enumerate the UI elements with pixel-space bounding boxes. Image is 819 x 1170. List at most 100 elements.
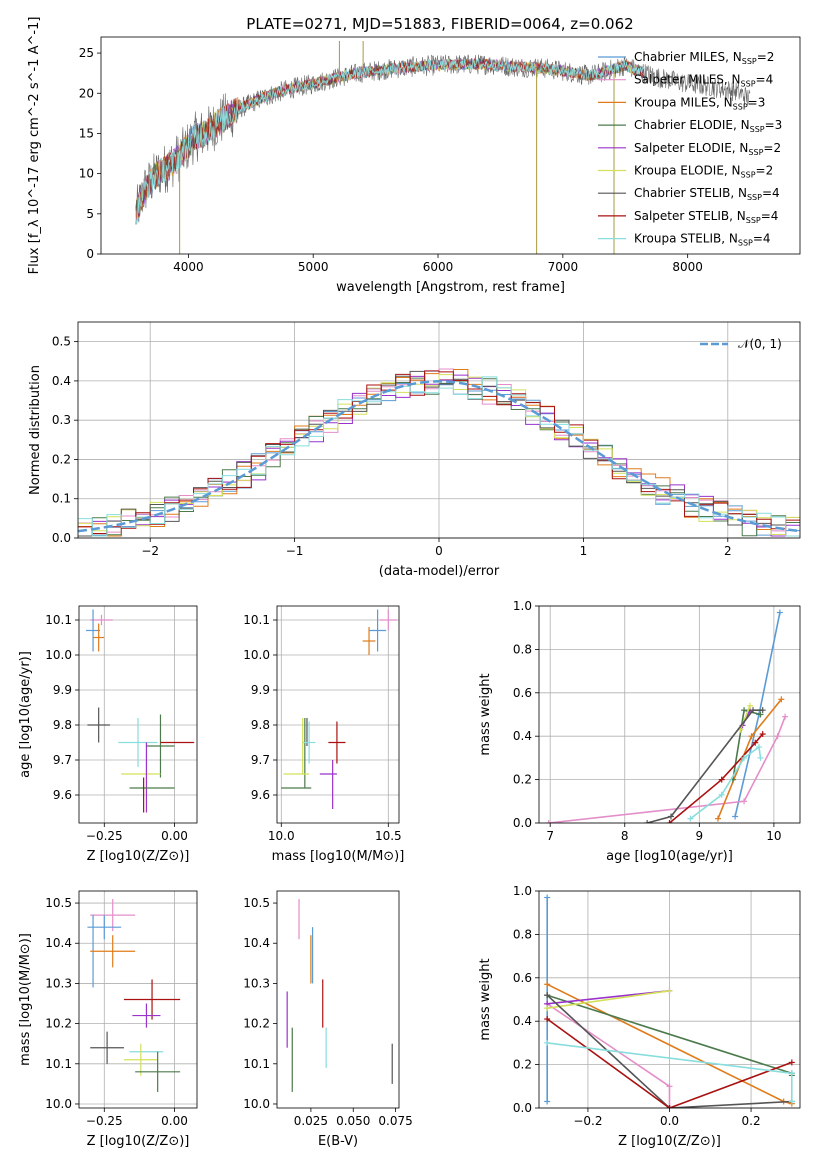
residual-histogram-6 <box>78 370 800 537</box>
y-tick-label: 10.0 <box>45 648 72 662</box>
y-tick-label: 10.1 <box>45 1057 72 1071</box>
x-tick-label: 6000 <box>423 260 454 274</box>
x-axis-label: Z [log10(Z/Z⊙)] <box>87 849 190 864</box>
age_vs_mass-panel: 10.0 10.5 9.6 9.7 9.8 9.9 10.0 10.1 mass [log10(… <box>243 605 405 864</box>
figure-title: PLATE=0271, MJD=51883, FIBERID=0064, z=0… <box>246 15 633 33</box>
x-axis-label: Z [log10(Z/Z⊙)] <box>87 1134 190 1149</box>
y-tick-label: 0.8 <box>513 642 532 656</box>
weight_vs_age-panel: 7 8 9 10 0.0 0.2 0.4 0.6 0.8 1.0 age [log10(age/yr… <box>478 599 801 864</box>
model-spectrum-1 <box>135 57 645 221</box>
y-tick-label: 9.6 <box>53 788 72 802</box>
y-axis-label: mass weight <box>478 958 493 1040</box>
legend-entry: Kroupa ELODIE, NSSP=2 <box>634 164 773 180</box>
y-tick-label: 10.5 <box>243 896 270 910</box>
y-tick-label: 0 <box>86 247 94 261</box>
x-tick-label: 4000 <box>173 260 204 274</box>
spectrum-panel: 4000 5000 6000 7000 8000 0 5 10 15 20 25 wavelength… <box>27 17 801 295</box>
y-tick-label: 0.6 <box>513 971 532 985</box>
y-axis-label: mass [log10(M/M⊙)] <box>18 933 33 1066</box>
x-tick-label: 10.0 <box>268 829 295 843</box>
weight-line-5 <box>547 990 670 1009</box>
x-tick-label: −0.25 <box>86 829 123 843</box>
y-tick-label: 0.0 <box>513 1101 532 1115</box>
x-tick-label: 0.00 <box>161 829 188 843</box>
legend-entry: Chabrier STELIB, NSSP=4 <box>634 186 780 202</box>
y-tick-label: 0.2 <box>513 1058 532 1072</box>
residual-histogram-7 <box>78 370 800 534</box>
weight-line-6 <box>646 709 763 823</box>
y-tick-label: 9.7 <box>53 753 72 767</box>
y-tick-label: 20 <box>79 86 94 100</box>
y-tick-label: 10.1 <box>243 1057 270 1071</box>
y-tick-label: 0.2 <box>52 452 71 466</box>
y-tick-label: 0.4 <box>513 1014 532 1028</box>
spectrum-plot-area <box>135 41 751 254</box>
y-tick-label: 9.9 <box>251 683 270 697</box>
axes-frame <box>276 605 400 824</box>
x-tick-label: 0.00 <box>161 1114 188 1128</box>
y-tick-label: 0.0 <box>52 531 71 545</box>
legend-entry: Salpeter MILES, NSSP=4 <box>634 73 773 89</box>
y-tick-label: 25 <box>79 46 94 60</box>
axes-frame <box>538 890 801 1109</box>
y-tick-label: 0.8 <box>513 927 532 941</box>
x-axis-label: mass [log10(M/M⊙)] <box>272 849 405 864</box>
y-tick-label: 10 <box>79 167 94 181</box>
axes-frame <box>77 321 801 539</box>
y-axis-label: mass weight <box>478 673 493 755</box>
y-tick-label: 9.6 <box>251 788 270 802</box>
y-tick-label: 10.4 <box>45 936 72 950</box>
legend-entry: 𝒩(0, 1) <box>738 337 782 351</box>
x-axis-label: (data-model)/error <box>379 564 500 579</box>
x-tick-label: 7000 <box>548 260 579 274</box>
x-tick-label: 0.075 <box>378 1114 412 1128</box>
model-spectrum-2 <box>135 58 645 218</box>
x-tick-label: 10.5 <box>375 829 402 843</box>
mass_vs_ebv-plot-area <box>286 899 393 1092</box>
y-tick-label: 0.5 <box>52 335 71 349</box>
x-axis-label: age [log10(age/yr)] <box>606 849 733 864</box>
y-tick-label: 9.9 <box>53 683 72 697</box>
y-axis-label: age [log10(age/yr)] <box>18 651 33 778</box>
x-tick-label: 0.025 <box>294 1114 328 1128</box>
y-tick-label: 0.0 <box>513 816 532 830</box>
y-tick-label: 10.5 <box>45 896 72 910</box>
mass_vs_Z-panel: −0.25 0.00 10.0 10.1 10.2 10.3 10.4 10.5 Z [log1… <box>18 890 198 1149</box>
legend-entry: Salpeter ELODIE, NSSP=2 <box>634 141 781 157</box>
y-tick-label: 10.1 <box>45 613 72 627</box>
age_vs_Z-panel: −0.25 0.00 9.6 9.7 9.8 9.9 10.0 10.1 Z [log10(Z/… <box>18 605 198 864</box>
axes-frame <box>78 605 198 824</box>
y-tick-label: 10.0 <box>45 1097 72 1111</box>
y-tick-label: 10.3 <box>45 976 72 990</box>
y-tick-label: 10.1 <box>243 613 270 627</box>
y-tick-label: 10.3 <box>243 976 270 990</box>
x-tick-label: 1 <box>580 544 588 558</box>
y-tick-label: 10.2 <box>243 1017 270 1031</box>
y-tick-label: 9.7 <box>251 753 270 767</box>
y-tick-label: 5 <box>86 207 94 221</box>
legend-entry: Chabrier MILES, NSSP=2 <box>634 50 774 66</box>
y-tick-label: 10.2 <box>45 1017 72 1031</box>
legend-entry: Kroupa STELIB, NSSP=4 <box>634 232 771 248</box>
weight-line-5 <box>739 705 751 731</box>
y-axis-label: Flux [f_λ 10^-17 erg cm^-2 s^-1 A^-1] <box>27 17 42 275</box>
x-tick-label: 9 <box>696 829 704 843</box>
weight-line-7 <box>668 733 764 823</box>
x-tick-label: 8 <box>621 829 629 843</box>
y-tick-label: 9.8 <box>251 718 270 732</box>
y-tick-label: 10.0 <box>243 648 270 662</box>
y-tick-label: 0.2 <box>513 773 532 787</box>
weight-line-1 <box>548 716 786 823</box>
y-tick-label: 0.3 <box>52 413 71 427</box>
legend-entry: Salpeter STELIB, NSSP=4 <box>634 209 778 225</box>
y-tick-label: 10.4 <box>243 936 270 950</box>
model-spectrum-8 <box>135 58 645 225</box>
axes-frame <box>100 36 801 255</box>
axes-frame <box>78 890 198 1109</box>
x-tick-label: 0.2 <box>742 1114 761 1128</box>
x-axis-label: Z [log10(Z/Z⊙)] <box>618 1134 721 1149</box>
normal-reference-curve <box>78 380 800 533</box>
legend-entry: Kroupa MILES, NSSP=3 <box>634 95 765 111</box>
y-tick-label: 0.6 <box>513 686 532 700</box>
